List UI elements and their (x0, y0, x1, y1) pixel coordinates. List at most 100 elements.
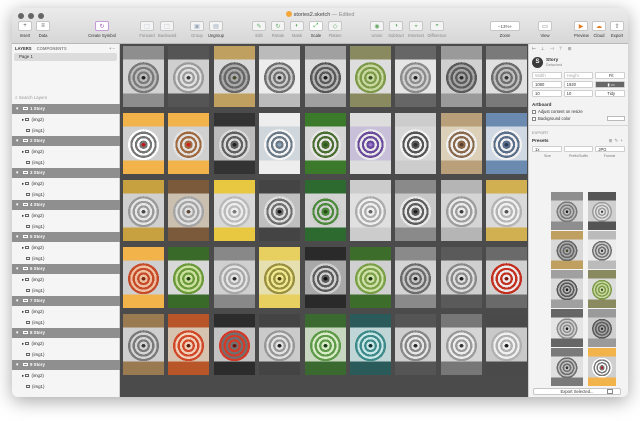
edit-button[interactable]: ✎ Edit (252, 21, 266, 38)
artboard-thumbnail[interactable] (395, 113, 437, 174)
disclosure-arrow-icon[interactable]: ▼ (15, 170, 20, 175)
fullscreen-window-icon[interactable] (38, 13, 44, 19)
artboard-thumbnail[interactable] (123, 113, 164, 174)
mask-button[interactable]: ◐ Mask (290, 21, 304, 38)
artboard-thumbnail[interactable] (486, 180, 528, 241)
artboard-thumbnail[interactable] (395, 46, 437, 107)
fit-button[interactable]: Fit (595, 72, 626, 79)
layer-group-story[interactable]: ▼ 8 Story (12, 328, 120, 338)
intersect-button[interactable]: ◒ Intersect (407, 21, 425, 38)
layer-group-story[interactable]: ▼ 5 Story (12, 232, 120, 242)
artboard-thumbnail[interactable] (304, 113, 346, 174)
layer-group-story[interactable]: ▼ 7 Story (12, 296, 120, 306)
artboard-thumbnail[interactable] (168, 180, 210, 241)
zoom-field[interactable]: − 13% + (490, 21, 520, 31)
layer-group-story[interactable]: ▼ 1 Story (12, 104, 120, 114)
layer-row[interactable]: ▸ (img2) (12, 242, 120, 253)
layer-row[interactable]: (img1) (12, 381, 120, 392)
artboard-thumbnail[interactable] (486, 46, 528, 107)
layer-row[interactable]: (img1) (12, 125, 120, 136)
artboard-thumbnail[interactable] (304, 247, 346, 308)
zoom-control[interactable]: − 13% + Zoom (490, 21, 520, 38)
artboard-thumbnail[interactable] (350, 46, 391, 107)
artboard-thumbnail[interactable] (213, 314, 255, 375)
artboard-thumbnail[interactable] (486, 247, 528, 308)
artboard-thumbnail[interactable] (259, 180, 301, 241)
create-symbol-button[interactable]: ↻ Create Symbol (86, 21, 118, 38)
artboard-thumbnail[interactable] (440, 180, 482, 241)
artboard-thumbnail[interactable] (168, 113, 210, 174)
artboard-thumbnail[interactable] (168, 314, 210, 375)
artboard-thumbnail[interactable] (440, 113, 482, 174)
view-button[interactable]: ▭ View (538, 21, 552, 38)
width-field[interactable]: 1080 (532, 81, 562, 88)
data-button[interactable]: ≡ Data (36, 21, 50, 38)
artboard-thumbnail[interactable] (440, 46, 482, 107)
artboard-thumbnail[interactable] (213, 247, 255, 308)
layer-group-story[interactable]: ▼ 3 Story (12, 168, 120, 178)
artboard-thumbnail[interactable] (304, 314, 346, 375)
disclosure-arrow-icon[interactable]: ▸ (22, 341, 26, 346)
disclosure-arrow-icon[interactable]: ▸ (22, 309, 26, 314)
artboard-thumbnail[interactable] (213, 46, 255, 107)
layer-row[interactable]: ▸ (img2) (12, 178, 120, 189)
artboard-thumbnail[interactable] (350, 113, 391, 174)
preset-height-select[interactable]: Height (563, 72, 594, 79)
layer-group-story[interactable]: ▼ 6 Story (12, 264, 120, 274)
disclosure-arrow-icon[interactable]: ▼ (15, 362, 20, 367)
disclosure-arrow-icon[interactable]: ▸ (22, 373, 26, 378)
layer-row[interactable]: (img1) (12, 349, 120, 360)
preset-actions-icon[interactable]: ⊞✎+ (608, 138, 625, 143)
preset-width-select[interactable]: Width (532, 72, 562, 79)
orientation-toggle[interactable]: ▮ ▭ (595, 81, 626, 88)
background-color-swatch[interactable] (607, 116, 625, 121)
ungroup-button[interactable]: ▤ Ungroup (206, 21, 226, 38)
minimize-window-icon[interactable] (28, 13, 34, 19)
artboard-thumbnail[interactable] (350, 247, 391, 308)
artboard-thumbnail[interactable] (486, 113, 528, 174)
artboard-thumbnail[interactable] (213, 113, 255, 174)
artboard-thumbnail[interactable] (123, 46, 164, 107)
layer-row[interactable]: ▸ (img2) (12, 306, 120, 317)
disclosure-arrow-icon[interactable]: ▸ (22, 245, 26, 250)
artboard-thumbnail[interactable] (486, 314, 528, 375)
artboard-thumbnail[interactable] (350, 180, 391, 241)
export-button[interactable]: ⇧ Export (610, 21, 624, 38)
layer-row[interactable]: ▸ (img2) (12, 146, 120, 157)
close-window-icon[interactable] (18, 13, 24, 19)
layer-row[interactable]: ▸ (img2) (12, 210, 120, 221)
distribute-icon[interactable]: ⊞ (567, 46, 572, 51)
scale-button[interactable]: ⤢ Scale (309, 21, 323, 38)
search-layers-field[interactable]: ⌕ Search Layers (15, 94, 117, 102)
background-color-checkbox[interactable]: Background color (532, 116, 625, 121)
x-position-field[interactable]: 10 (532, 90, 562, 97)
artboard-thumbnail[interactable] (259, 113, 301, 174)
adjust-content-checkbox[interactable]: Adjust content on resize (532, 109, 625, 114)
artboard-thumbnail[interactable] (395, 247, 437, 308)
export-scale-field[interactable]: 1x (532, 146, 562, 152)
artboard-thumbnail[interactable] (168, 46, 210, 107)
tidy-button[interactable]: Tidy (595, 90, 626, 97)
artboard-thumbnail[interactable] (123, 180, 164, 241)
layer-group-story[interactable]: ▼ 4 Story (12, 200, 120, 210)
forward-button[interactable]: ⬚ Forward (138, 21, 156, 38)
disclosure-arrow-icon[interactable]: ▼ (15, 234, 20, 239)
height-field[interactable]: 1920 (563, 81, 594, 88)
tab-layers[interactable]: LAYERS (15, 45, 32, 51)
y-position-field[interactable]: 10 (563, 90, 594, 97)
layer-row[interactable]: (img1) (12, 285, 120, 296)
rotate-button[interactable]: ↻ Rotate (271, 21, 285, 38)
layer-group-story[interactable]: ▼ 2 Story (12, 136, 120, 146)
artboard-thumbnail[interactable] (259, 46, 301, 107)
tab-components[interactable]: COMPONENTS (36, 45, 67, 51)
union-button[interactable]: ◉ Union (370, 21, 384, 38)
layer-row[interactable]: ▸ (img2) (12, 370, 120, 381)
export-format-select[interactable]: JPG (595, 146, 626, 152)
artboard-thumbnail[interactable] (350, 314, 391, 375)
insert-button[interactable]: + Insert (18, 21, 32, 38)
preview-button[interactable]: ▶ Preview (574, 21, 589, 38)
cloud-button[interactable]: ☁ Cloud (592, 21, 606, 38)
canvas[interactable] (120, 44, 528, 397)
artboard-thumbnail[interactable] (123, 247, 164, 308)
difference-button[interactable]: ◓ Difference (426, 21, 448, 38)
